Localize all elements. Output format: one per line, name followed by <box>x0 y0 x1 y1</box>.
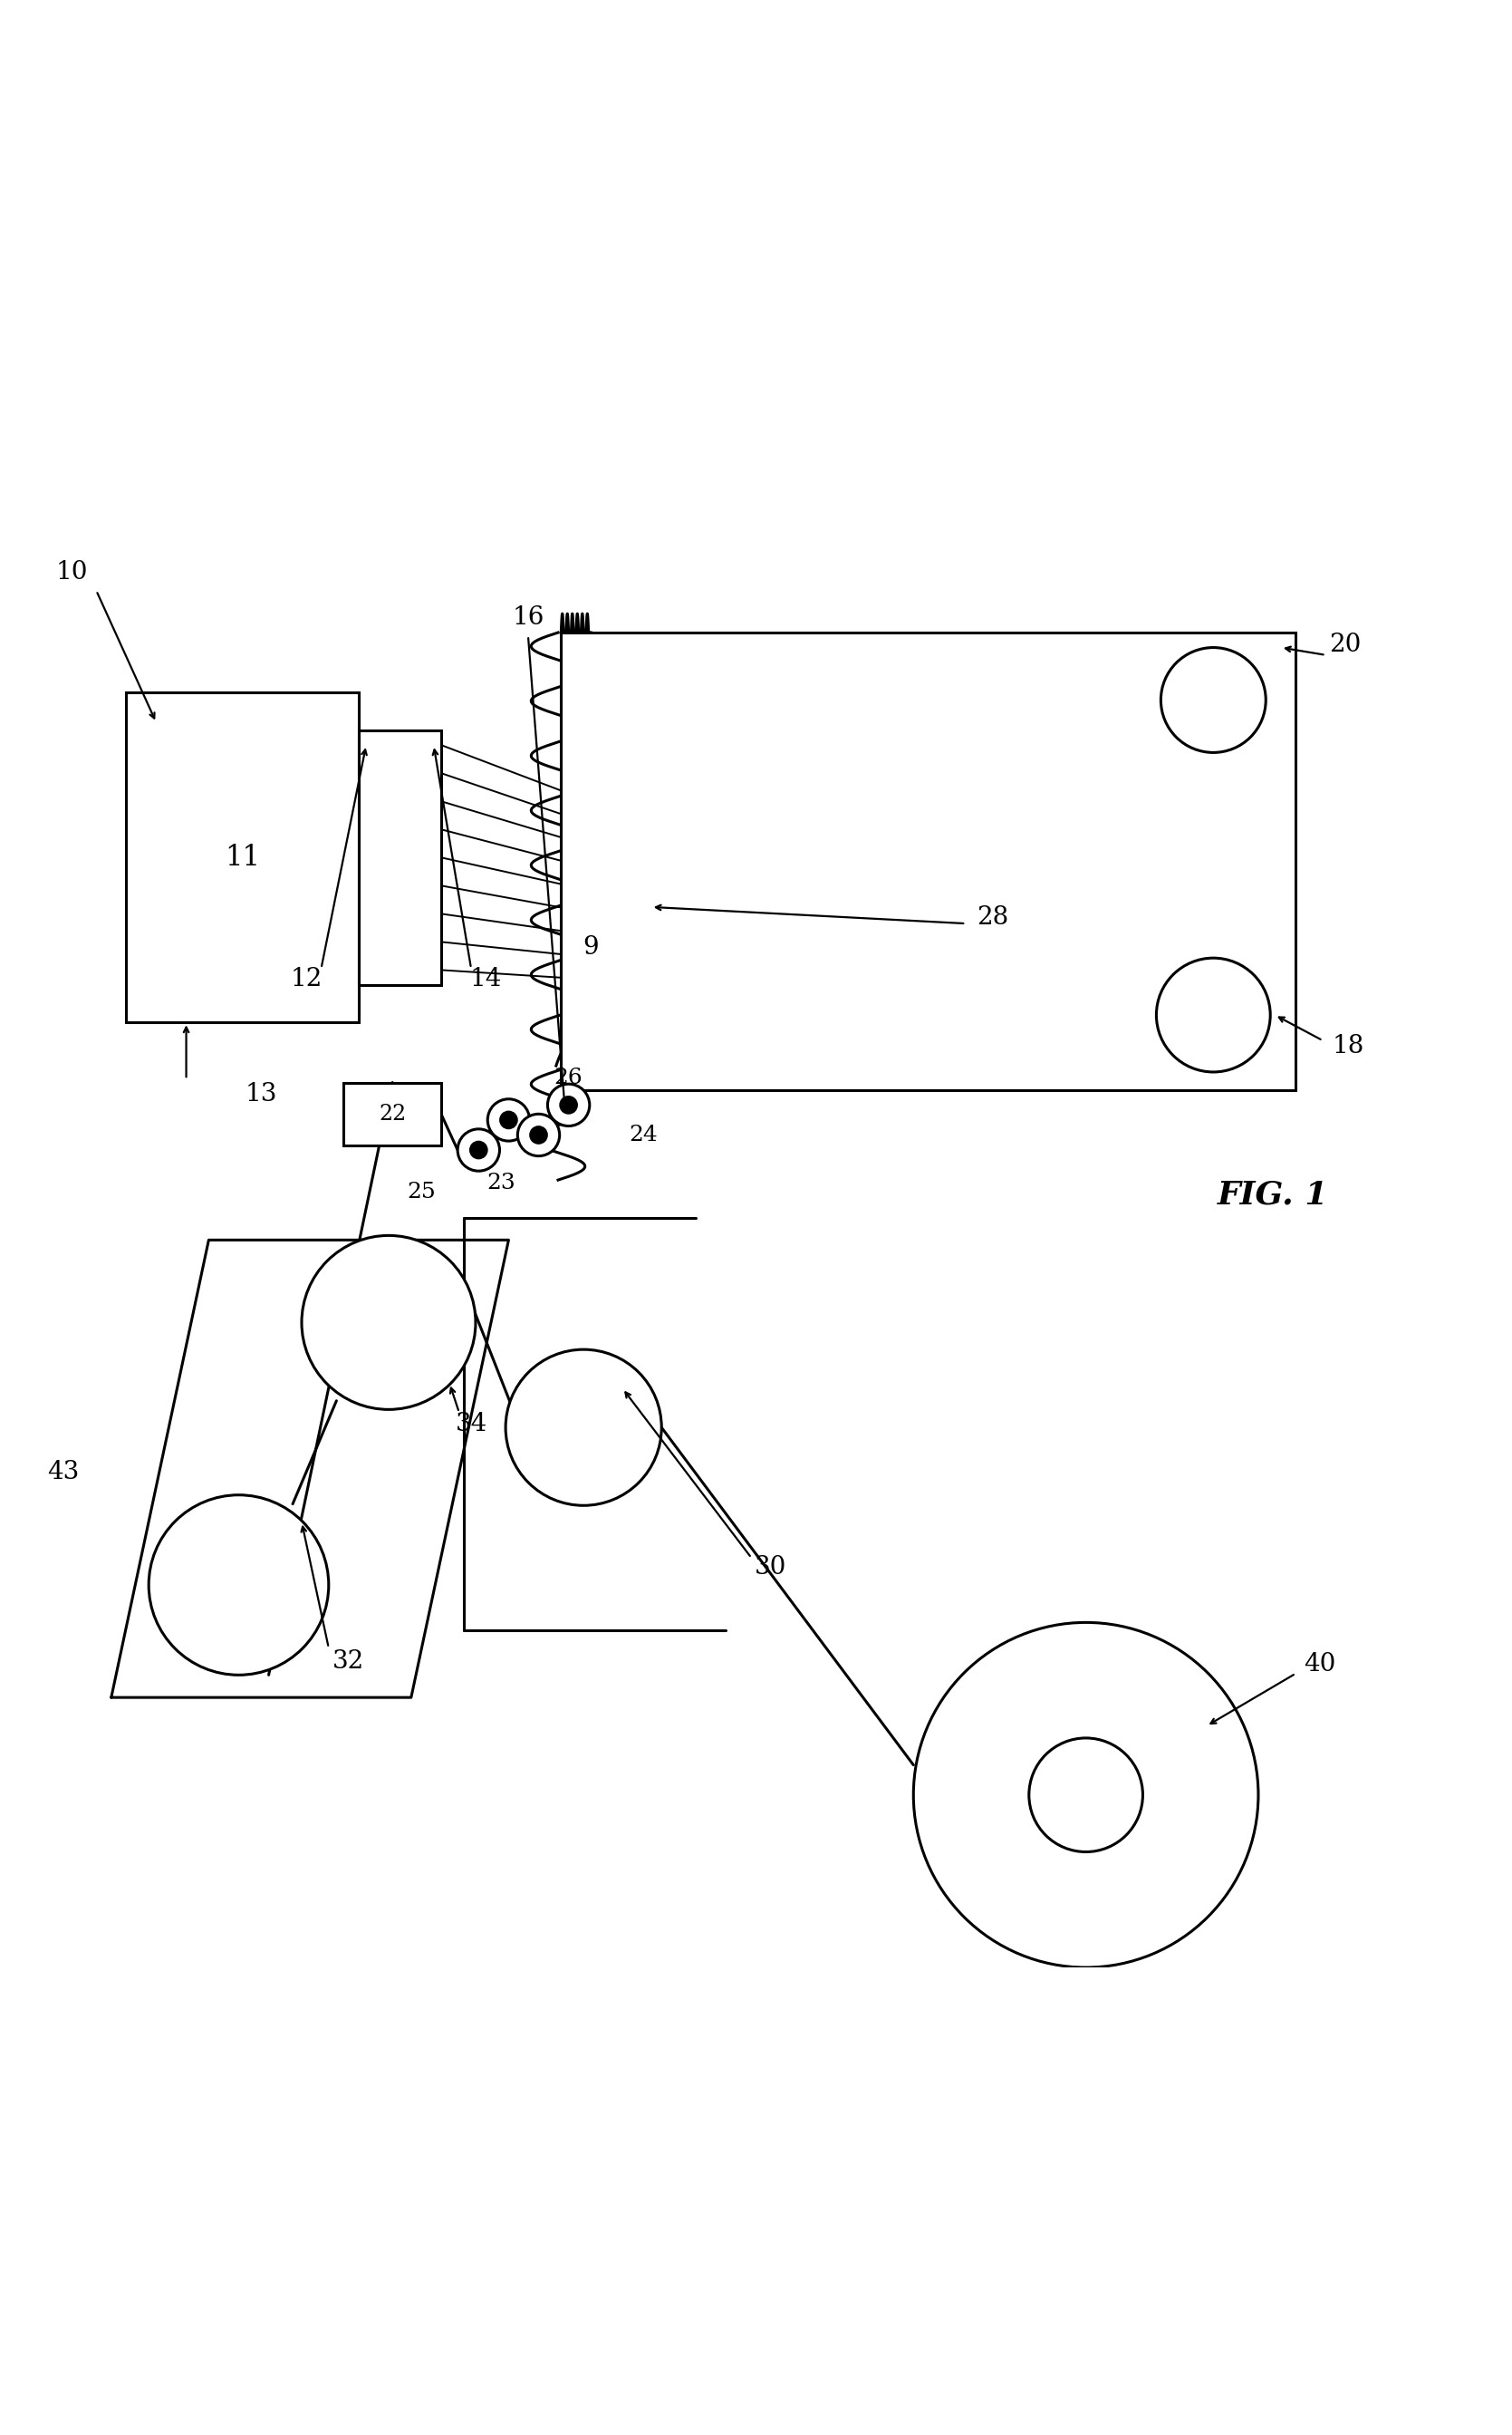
Text: 30: 30 <box>754 1554 788 1580</box>
Bar <box>125 692 358 1023</box>
Circle shape <box>505 1349 662 1505</box>
Text: 32: 32 <box>333 1648 364 1673</box>
Text: FIG. 1: FIG. 1 <box>1217 1179 1329 1210</box>
Circle shape <box>458 1130 499 1171</box>
Circle shape <box>1161 648 1266 752</box>
Text: 10: 10 <box>56 560 88 584</box>
Text: 14: 14 <box>470 967 502 991</box>
Text: 12: 12 <box>290 967 322 991</box>
Text: 16: 16 <box>513 606 544 631</box>
Text: 22: 22 <box>378 1103 407 1125</box>
Circle shape <box>913 1622 1258 1967</box>
Text: 9: 9 <box>584 935 599 959</box>
Text: 40: 40 <box>1303 1653 1335 1678</box>
Text: 24: 24 <box>629 1125 658 1144</box>
Text: 34: 34 <box>455 1412 487 1437</box>
Circle shape <box>302 1235 476 1410</box>
Circle shape <box>1157 957 1270 1071</box>
Text: 28: 28 <box>977 906 1009 930</box>
Circle shape <box>148 1495 328 1675</box>
Text: 43: 43 <box>47 1461 79 1485</box>
Circle shape <box>531 1127 546 1142</box>
Text: 23: 23 <box>487 1174 516 1193</box>
Text: 11: 11 <box>225 843 260 872</box>
Circle shape <box>1030 1739 1143 1853</box>
Bar <box>343 1084 442 1144</box>
Text: 13: 13 <box>245 1081 277 1108</box>
Circle shape <box>470 1142 487 1159</box>
Circle shape <box>487 1098 529 1142</box>
Text: 18: 18 <box>1332 1035 1364 1059</box>
Circle shape <box>547 1084 590 1125</box>
Circle shape <box>517 1113 559 1157</box>
Text: 25: 25 <box>407 1181 435 1203</box>
Text: 26: 26 <box>555 1067 584 1088</box>
Bar <box>358 730 442 986</box>
Text: 20: 20 <box>1329 633 1361 657</box>
Circle shape <box>561 1098 576 1113</box>
Circle shape <box>500 1113 517 1127</box>
Bar <box>561 633 1296 1091</box>
